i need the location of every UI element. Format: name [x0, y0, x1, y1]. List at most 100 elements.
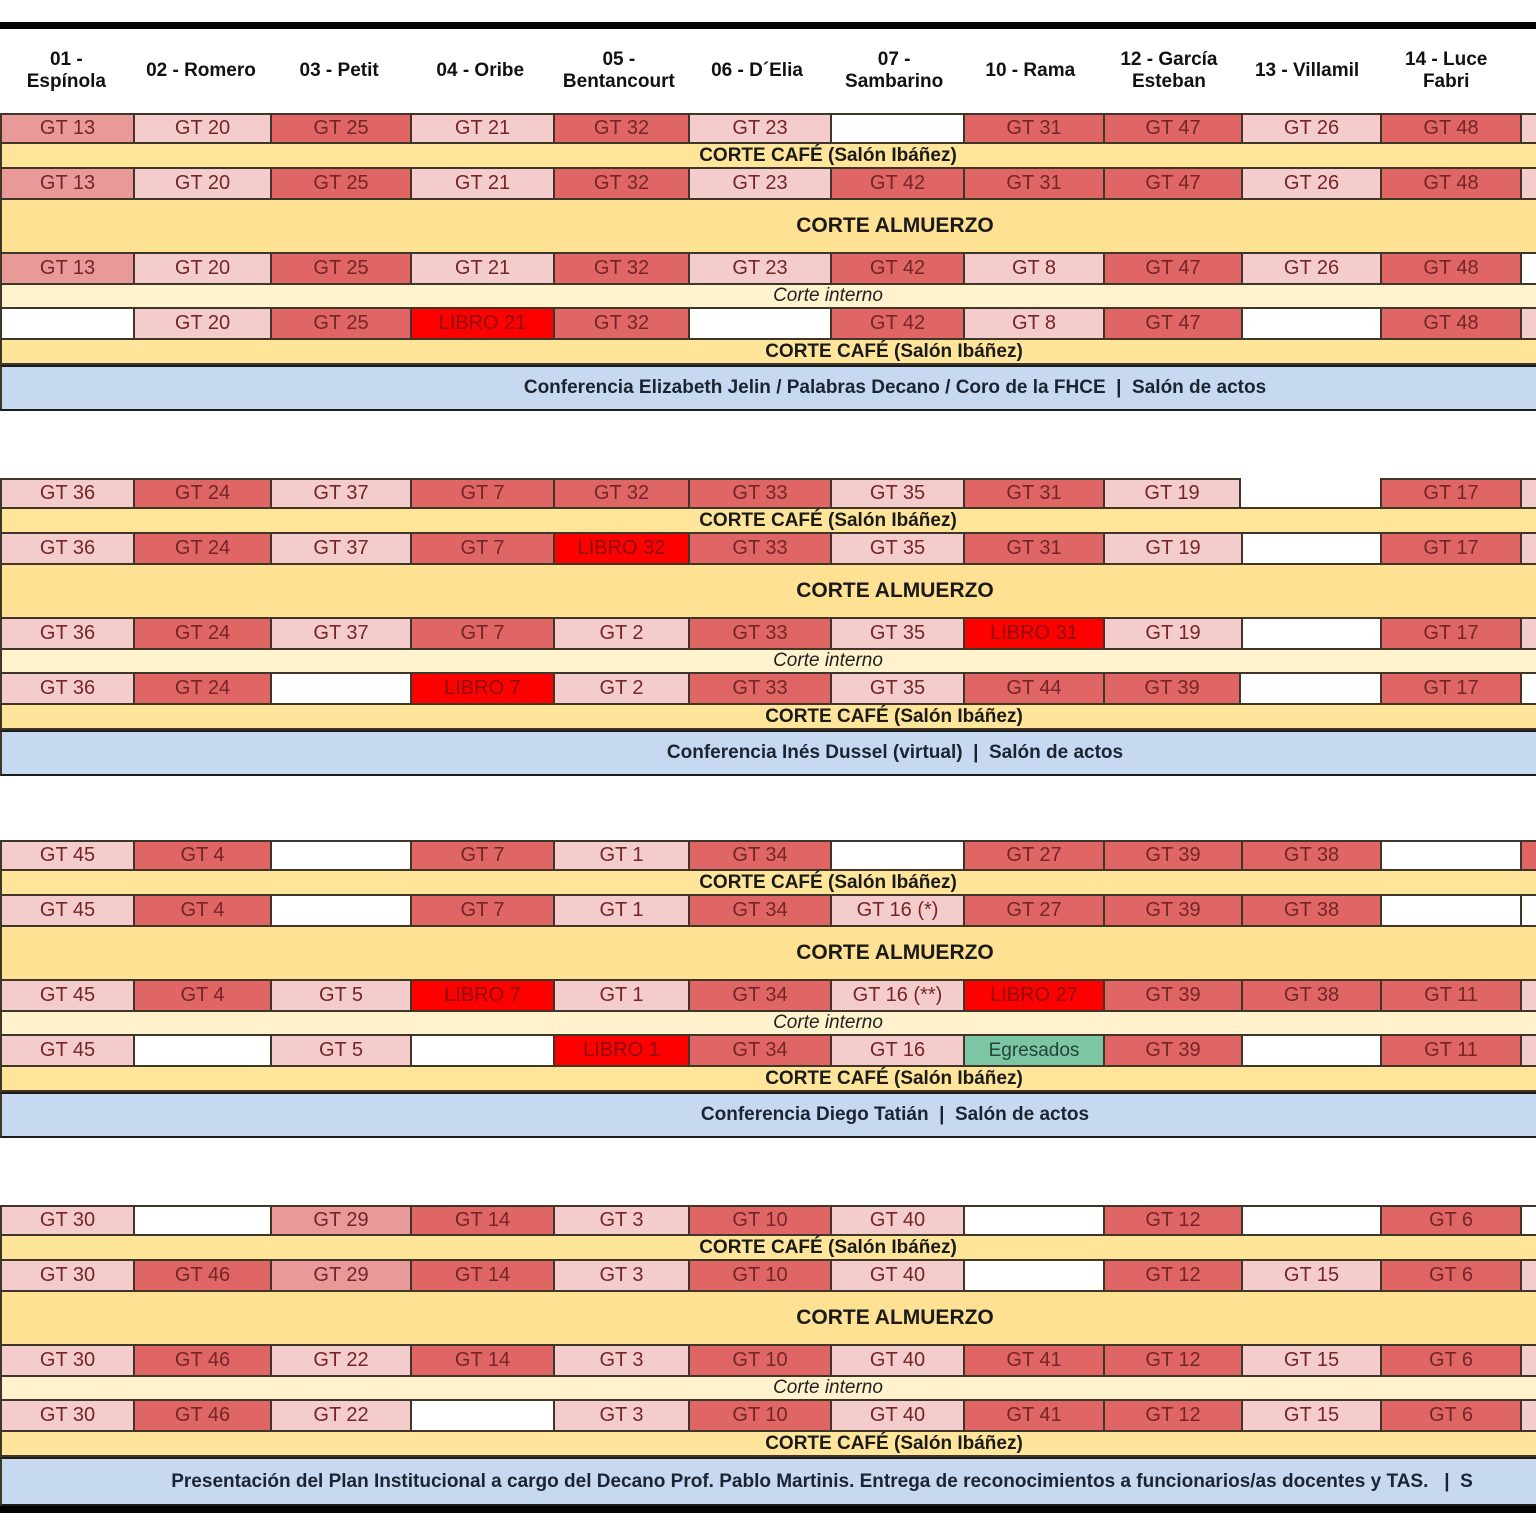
schedule-block: GT 36 GT 24 GT 37 GT 7 GT 32 GT 33 GT 35 GT 31 G…: [0, 478, 1536, 776]
empty-cell: [963, 1261, 1103, 1290]
internal-break-band: Corte interno: [0, 283, 1536, 309]
session-cell: GT 30: [0, 1346, 133, 1375]
session-cell: GT 14: [410, 1346, 553, 1375]
interno-label: Corte interno: [773, 1377, 883, 1398]
session-cell: GT 48: [1380, 254, 1520, 283]
session-row: GT 45 GT 5 LIBRO 1 GT 34 GT 16 Egresados GT 39…: [0, 1036, 1536, 1065]
session-cell: GT 33: [688, 619, 830, 648]
cafe-label: CORTE CAFÉ (Salón Ibáñez): [699, 144, 957, 166]
session-cell: GT 37: [270, 534, 410, 563]
empty-cell: [1380, 896, 1520, 925]
session-cell: GT 34: [688, 981, 830, 1010]
session-cell: GT 32: [553, 113, 688, 142]
session-cell: GT 39: [1103, 981, 1241, 1010]
empty-cell: [1241, 478, 1380, 507]
room-header: 02 - Romero: [146, 59, 256, 81]
session-cell: GT 48: [1380, 113, 1520, 142]
session-cell: GT 32: [553, 169, 688, 198]
session-cell: GT 3: [553, 1205, 688, 1234]
day-separator: [0, 1138, 1536, 1205]
empty-cell: [1520, 1346, 1536, 1375]
empty-cell: [1380, 840, 1520, 869]
lunch-break-band: CORTE ALMUERZO: [0, 1290, 1536, 1346]
empty-cell: [270, 674, 410, 703]
session-cell: GT 35: [830, 619, 963, 648]
session-cell: GT 4: [133, 896, 270, 925]
session-cell: LIBRO 32: [553, 534, 688, 563]
session-cell: GT 38: [1241, 896, 1380, 925]
session-cell: GT 20: [133, 113, 270, 142]
room-header: 04 - Oribe: [436, 59, 525, 81]
session-cell: GT 7: [410, 619, 553, 648]
coffee-break-band: CORTE CAFÉ (Salón Ibáñez): [0, 703, 1536, 730]
session-cell: GT 31: [963, 478, 1103, 507]
empty-cell: [1520, 1401, 1536, 1430]
session-cell: GT 47: [1103, 309, 1241, 338]
empty-cell: [963, 1205, 1103, 1234]
room-header: 13 - Villamil: [1254, 59, 1360, 81]
session-cell: GT 36: [0, 619, 133, 648]
session-cell: GT 47: [1103, 113, 1241, 142]
empty-cell: [1520, 478, 1536, 507]
session-cell: GT 45: [0, 840, 133, 869]
session-cell: GT 3: [553, 1401, 688, 1430]
session-cell: GT 46: [133, 1401, 270, 1430]
session-cell: GT 14: [410, 1261, 553, 1290]
session-cell: GT 27: [963, 840, 1103, 869]
empty-cell: [133, 1036, 270, 1065]
interno-label: Corte interno: [773, 1012, 883, 1033]
session-cell: GT 40: [830, 1261, 963, 1290]
session-cell: GT 40: [830, 1346, 963, 1375]
session-cell: GT 25: [270, 254, 410, 283]
empty-cell: [410, 1036, 553, 1065]
cafe-label: CORTE CAFÉ (Salón Ibáñez): [699, 1236, 957, 1258]
coffee-break-band: CORTE CAFÉ (Salón Ibáñez): [0, 507, 1536, 534]
session-cell: GT 12: [1103, 1205, 1241, 1234]
empty-cell: [1520, 896, 1536, 925]
session-cell: GT 20: [133, 309, 270, 338]
cafe-label: CORTE CAFÉ (Salón Ibáñez): [765, 340, 1023, 362]
session-row: GT 45 GT 4 GT 7 GT 1 GT 34 GT 16 (*) GT 27 GT 3…: [0, 896, 1536, 925]
session-cell: GT 47: [1103, 169, 1241, 198]
conference-label: Conferencia Elizabeth Jelin / Palabras D…: [523, 377, 1267, 398]
coffee-break-band: CORTE CAFÉ (Salón Ibáñez): [0, 1234, 1536, 1261]
session-cell: GT 36: [0, 534, 133, 563]
session-row: GT 30 GT 46 GT 22 GT 3 GT 10 GT 40 GT 41 GT 12 G…: [0, 1401, 1536, 1430]
coffee-break-band: CORTE CAFÉ (Salón Ibáñez): [0, 869, 1536, 896]
conference-band: Conferencia Elizabeth Jelin / Palabras D…: [0, 365, 1536, 411]
session-cell: GT 23: [688, 254, 830, 283]
almuerzo-label: CORTE ALMUERZO: [796, 579, 994, 602]
conference-band: Conferencia Diego Tatián | Salón de acto…: [0, 1092, 1536, 1138]
session-cell: GT 17: [1380, 674, 1520, 703]
session-cell: GT 29: [270, 1261, 410, 1290]
session-cell: GT 44: [963, 674, 1103, 703]
session-cell: GT 46: [133, 1261, 270, 1290]
room-header-row: 01 - Espínola 02 - Romero 03 - Petit 04 - O…: [0, 29, 1536, 113]
session-row: GT 36 GT 24 GT 37 GT 7 GT 32 GT 33 GT 35 GT 31 G…: [0, 478, 1536, 507]
session-row: GT 36 GT 24 GT 37 GT 7 LIBRO 32 GT 33 GT 35 GT …: [0, 534, 1536, 563]
empty-cell: [688, 309, 830, 338]
session-cell: GT 33: [688, 478, 830, 507]
session-cell: GT 16 (**): [830, 981, 963, 1010]
session-row: GT 30 GT 46 GT 29 GT 14 GT 3 GT 10 GT 40 GT 12 G…: [0, 1261, 1536, 1290]
session-cell: GT 21: [410, 254, 553, 283]
session-cell: GT 25: [270, 309, 410, 338]
room-header: 06 - D´Elia: [711, 59, 803, 81]
session-row: GT 45 GT 4 GT 7 GT 1 GT 34 GT 27 GT 39 GT 38: [0, 840, 1536, 869]
session-cell: GT 33: [688, 534, 830, 563]
session-cell: GT 17: [1380, 534, 1520, 563]
session-row: GT 13 GT 20 GT 25 GT 21 GT 32 GT 23 GT 42 GT 31…: [0, 169, 1536, 198]
session-cell: GT 40: [830, 1401, 963, 1430]
session-cell: GT 32: [553, 478, 688, 507]
session-cell: GT 17: [1380, 619, 1520, 648]
empty-cell: [1520, 981, 1536, 1010]
lunch-break-band: CORTE ALMUERZO: [0, 925, 1536, 981]
session-cell: GT 29: [270, 1205, 410, 1234]
session-cell: LIBRO 1: [553, 1036, 688, 1065]
session-row: GT 45 GT 4 GT 5 LIBRO 7 GT 1 GT 34 GT 16 (**) L…: [0, 981, 1536, 1010]
session-cell: LIBRO 7: [410, 674, 553, 703]
session-cell: GT 38: [1241, 981, 1380, 1010]
session-cell: GT 1: [553, 981, 688, 1010]
